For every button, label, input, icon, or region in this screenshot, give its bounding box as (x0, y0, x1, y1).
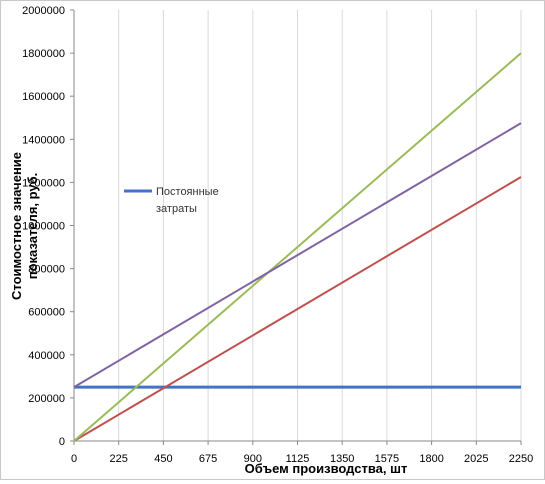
x-tick-label: 900 (244, 453, 262, 465)
x-tick-label: 225 (110, 453, 128, 465)
y-tick-label: 600000 (28, 307, 65, 319)
y-tick-label: 1600000 (22, 91, 65, 103)
x-axis-label: Объем производства, шт (245, 461, 408, 476)
x-tick-label: 1575 (375, 453, 399, 465)
x-tick-label: 2025 (464, 453, 488, 465)
series-lines (73, 52, 522, 442)
y-tick-label: 1400000 (22, 134, 65, 146)
legend-label-fixed-costs: Постоянные затраты (156, 186, 219, 215)
x-tick-label: 1800 (419, 453, 443, 465)
series-line (73, 176, 522, 442)
y-tick-label: 1800000 (22, 48, 65, 60)
grid-lines (118, 10, 522, 441)
x-tick-label: 450 (154, 453, 172, 465)
series-line (73, 122, 522, 388)
y-tick-labels: 0 200000 400000 600000 800000 1000000 1200000 1… (22, 5, 65, 448)
y-tick-label: 800000 (28, 264, 65, 276)
x-tick-label: 1350 (330, 453, 354, 465)
legend: Постоянные затраты (124, 186, 219, 215)
y-tick-label: 2000000 (22, 5, 65, 17)
x-tick-labels: 0 225 450 675 900 1125 1350 1575 1800 2025 2250 (71, 453, 533, 465)
y-tick-label: 200000 (28, 393, 65, 405)
y-axis-label-line-2: показателя, руб. (25, 173, 40, 280)
series-line (73, 52, 522, 442)
x-tick-label: 2250 (509, 453, 533, 465)
y-axis-label-line-1: Стоимостное значение (9, 152, 24, 300)
legend-label-line: Постоянные (156, 186, 219, 198)
y-tick-label: 1200000 (22, 177, 65, 189)
y-tick-label: 400000 (28, 350, 65, 362)
x-tick-label: 675 (199, 453, 217, 465)
y-tick-label: 0 (59, 436, 65, 448)
y-tick-label: 1000000 (22, 221, 65, 233)
x-tick-label: 1125 (286, 453, 310, 465)
axes (70, 9, 522, 445)
x-tick-label: 0 (71, 453, 77, 465)
legend-label-line: затраты (156, 203, 197, 215)
